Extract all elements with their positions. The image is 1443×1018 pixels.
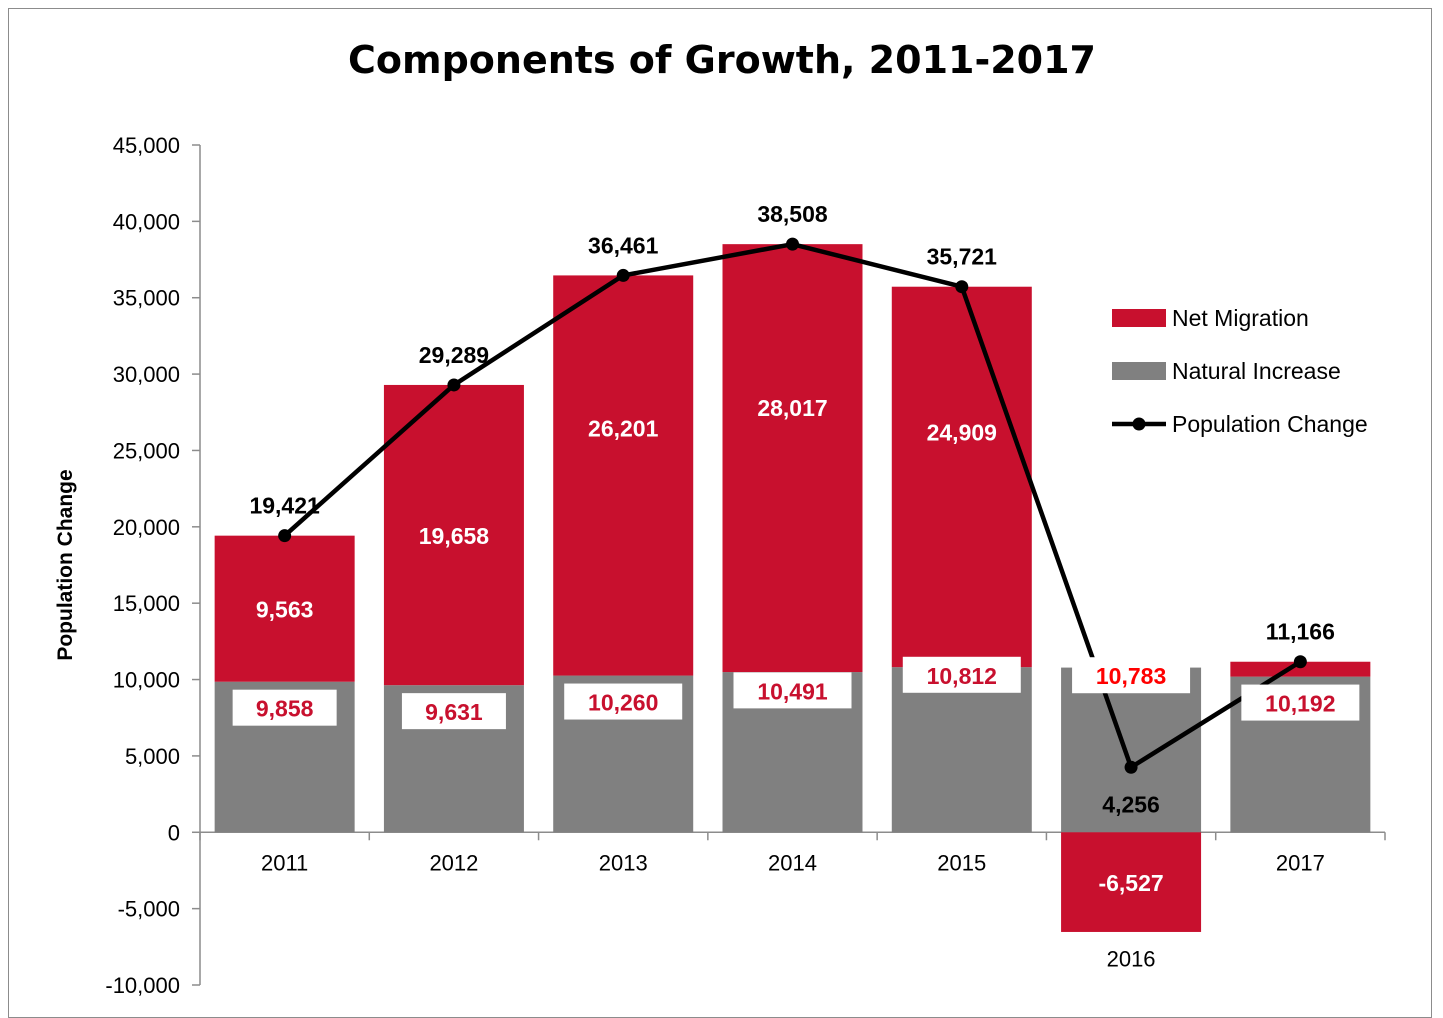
net-migration-bar [891, 286, 1032, 668]
natural-increase-label: 10,812 [927, 663, 997, 689]
y-tick-label: 0 [168, 820, 180, 845]
x-tick-label: 2014 [768, 850, 817, 875]
net-migration-bar [722, 244, 863, 673]
data-labels: 9,563 9,858 19,421 19,658 9,631 29,289 26,201 1… [232, 201, 1360, 896]
population-change-marker [786, 237, 799, 251]
x-tick-label: 2015 [937, 850, 986, 875]
y-tick-label: 20,000 [113, 515, 180, 540]
net-migration-label: 26,201 [588, 415, 659, 441]
net-migration-bar [553, 275, 694, 676]
natural-increase-label: 9,631 [425, 699, 483, 725]
y-tick-label: 15,000 [113, 591, 180, 616]
population-change-label: 36,461 [588, 232, 659, 258]
chart-title: Components of Growth, 2011-2017 [348, 38, 1096, 82]
y-tick-label: 40,000 [113, 209, 180, 234]
y-tick-label: 45,000 [113, 133, 180, 158]
population-change-label: 35,721 [927, 244, 998, 270]
population-change-marker [447, 378, 461, 392]
natural-increase-label-box [902, 656, 1021, 693]
y-tick-label: 30,000 [113, 362, 180, 387]
natural-increase-bar [891, 667, 1032, 833]
bars [214, 244, 1371, 932]
axes: -10,000 -5,000 0 5,000 10,000 15,000 20,000 25,… [105, 133, 1386, 998]
natural-increase-label: 10,491 [757, 678, 828, 704]
population-change-marker [1293, 655, 1307, 669]
natural-increase-label-box [1241, 684, 1360, 721]
population-change-label: 19,421 [249, 493, 320, 519]
natural-increase-label-box [733, 672, 852, 709]
x-tick-label: 2011 [261, 850, 308, 875]
population-change-marker [1124, 760, 1138, 774]
net-migration-bar [214, 535, 355, 682]
legend-label: Net Migration [1172, 305, 1309, 331]
legend-label: Natural Increase [1172, 358, 1341, 384]
natural-increase-bar [1061, 667, 1202, 833]
net-migration-bar [383, 384, 524, 686]
y-tick-label: 35,000 [113, 286, 180, 311]
natural-increase-label-box [401, 693, 506, 730]
natural-increase-label-box [1072, 657, 1191, 694]
net-migration-label: 28,017 [757, 395, 827, 421]
y-tick-label: 10,000 [113, 668, 180, 693]
natural-increase-label-box [564, 683, 683, 720]
population-change-label: 4,256 [1102, 791, 1160, 817]
natural-increase-label: 9,858 [256, 696, 314, 722]
y-axis-label: Population Change [54, 469, 77, 660]
population-change-label: 38,508 [757, 201, 828, 227]
population-change-marker [616, 268, 630, 282]
population-change-label: 11,166 [1266, 619, 1335, 645]
legend-bar-swatch [1112, 309, 1166, 327]
legend-marker-swatch [1132, 417, 1146, 431]
natural-increase-label-box [232, 689, 337, 726]
net-migration-label: 9,563 [256, 597, 314, 623]
population-change-line [278, 237, 1307, 774]
legend: Net Migration Natural Increase Population … [1112, 305, 1368, 437]
net-migration-bar [1061, 832, 1202, 932]
natural-increase-label: 10,260 [588, 690, 658, 716]
population-change-marker [955, 280, 969, 294]
legend-bar-swatch [1112, 362, 1166, 380]
net-migration-label: 19,658 [419, 523, 490, 549]
x-tick-label: 2017 [1276, 850, 1325, 875]
x-tick-label: 2016 [1107, 947, 1156, 972]
natural-increase-label: 10,192 [1265, 691, 1335, 717]
legend-label: Population Change [1172, 411, 1368, 437]
y-tick-label: 25,000 [113, 438, 180, 463]
y-tick-label: -10,000 [105, 973, 180, 998]
x-tick-label: 2012 [429, 850, 478, 875]
x-tick-label: 2013 [599, 850, 648, 875]
net-migration-label: 24,909 [927, 419, 997, 445]
y-tick-label: -5,000 [118, 897, 180, 922]
natural-increase-label: 10,783 [1096, 663, 1166, 689]
population-change-label: 29,289 [419, 342, 489, 368]
y-tick-label: 5,000 [125, 744, 180, 769]
population-change-marker [278, 529, 292, 543]
net-migration-bar [1230, 661, 1371, 677]
net-migration-label: -6,527 [1098, 870, 1163, 896]
